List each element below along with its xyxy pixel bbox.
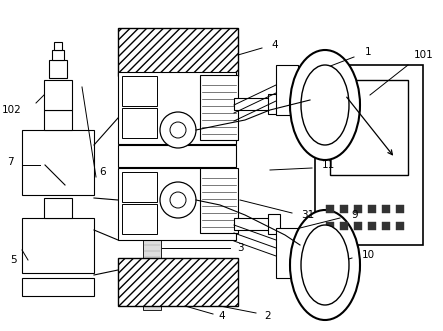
Text: 6: 6 bbox=[100, 167, 106, 177]
Bar bbox=[330, 80, 408, 175]
Bar bbox=[54, 42, 62, 50]
Bar bbox=[234, 218, 269, 230]
Bar bbox=[234, 98, 269, 110]
Bar bbox=[118, 72, 236, 144]
Bar bbox=[118, 258, 238, 306]
Ellipse shape bbox=[290, 210, 360, 320]
Circle shape bbox=[160, 182, 196, 218]
Text: 3: 3 bbox=[237, 243, 243, 253]
Text: 7: 7 bbox=[7, 157, 13, 167]
Bar bbox=[122, 204, 157, 234]
Bar bbox=[276, 65, 298, 115]
Circle shape bbox=[160, 112, 196, 148]
Text: 4: 4 bbox=[219, 311, 225, 321]
Text: 11: 11 bbox=[321, 160, 334, 170]
Bar bbox=[200, 168, 238, 233]
Bar bbox=[354, 222, 362, 230]
Bar bbox=[368, 205, 376, 213]
Bar bbox=[118, 28, 238, 76]
Text: 5: 5 bbox=[10, 255, 16, 265]
Bar bbox=[22, 278, 94, 296]
Bar bbox=[44, 110, 72, 130]
Bar bbox=[340, 222, 348, 230]
Bar bbox=[268, 214, 280, 234]
Bar bbox=[368, 222, 376, 230]
Bar bbox=[382, 205, 390, 213]
Bar bbox=[122, 172, 157, 202]
Ellipse shape bbox=[290, 50, 360, 160]
Text: 9: 9 bbox=[352, 210, 358, 220]
Text: 102: 102 bbox=[2, 105, 22, 115]
Bar bbox=[276, 228, 298, 278]
Text: 2: 2 bbox=[264, 311, 271, 321]
Text: 31: 31 bbox=[301, 210, 315, 220]
Text: 10: 10 bbox=[361, 250, 375, 260]
Bar bbox=[44, 80, 72, 110]
Bar bbox=[44, 198, 72, 218]
Bar bbox=[396, 222, 404, 230]
Bar bbox=[268, 94, 280, 114]
Bar bbox=[22, 130, 94, 195]
Bar bbox=[354, 205, 362, 213]
Bar bbox=[118, 168, 236, 240]
Bar bbox=[52, 50, 64, 60]
Circle shape bbox=[170, 192, 186, 208]
Bar bbox=[326, 222, 334, 230]
Bar bbox=[22, 218, 94, 273]
Bar bbox=[49, 60, 67, 78]
Ellipse shape bbox=[301, 225, 349, 305]
Bar bbox=[200, 75, 238, 140]
Bar bbox=[143, 30, 161, 310]
Bar bbox=[122, 76, 157, 106]
Bar bbox=[340, 205, 348, 213]
Bar bbox=[382, 222, 390, 230]
Ellipse shape bbox=[301, 65, 349, 145]
Bar bbox=[326, 205, 334, 213]
Bar bbox=[315, 65, 423, 245]
Circle shape bbox=[170, 122, 186, 138]
Bar bbox=[118, 145, 236, 167]
Bar bbox=[396, 205, 404, 213]
Text: 101: 101 bbox=[414, 50, 434, 60]
Text: 1: 1 bbox=[365, 47, 371, 57]
Bar bbox=[122, 108, 157, 138]
Text: 4: 4 bbox=[272, 40, 278, 50]
